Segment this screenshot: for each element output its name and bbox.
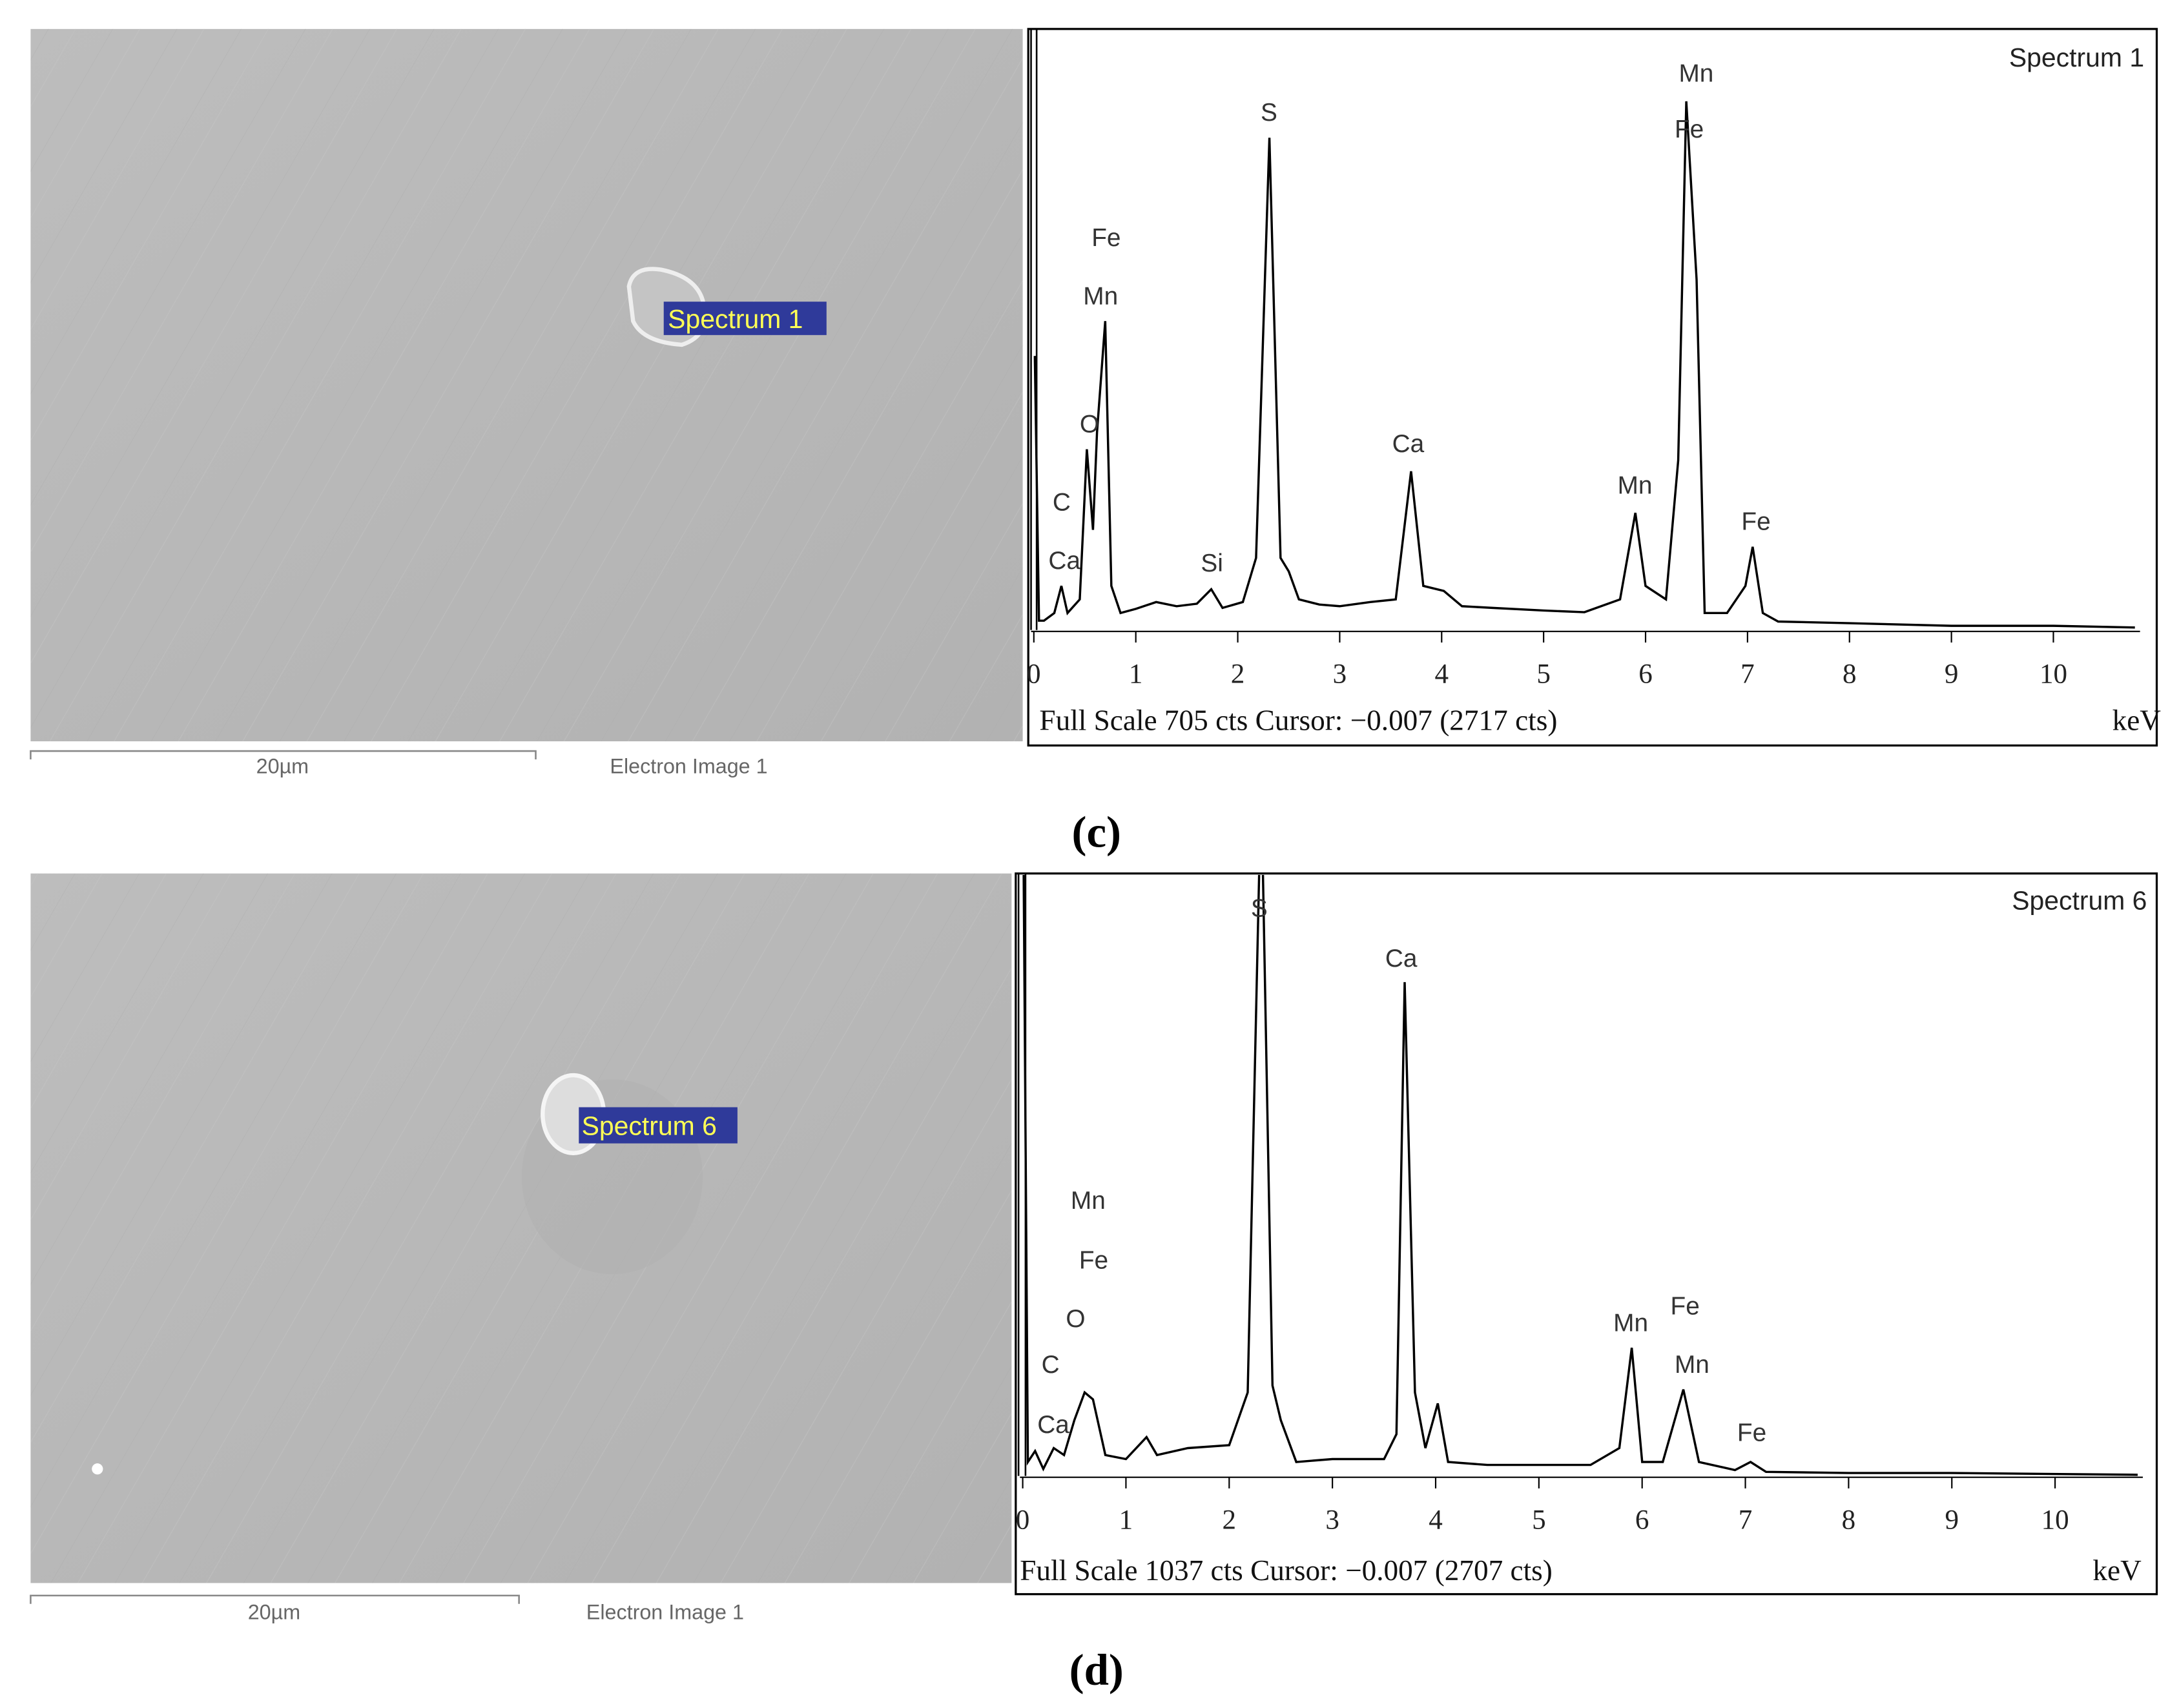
spectrum-title: Spectrum 6 xyxy=(2012,886,2147,916)
peak-label: Mn xyxy=(1678,60,1713,88)
spectrum-line xyxy=(1033,101,2135,629)
x-tick-label: 0 xyxy=(1027,659,1041,689)
x-tick-label: 9 xyxy=(1945,1505,1959,1535)
peak-label: Mn xyxy=(1618,471,1653,499)
scale-label: 20µm xyxy=(248,1600,300,1623)
x-tick-label: 3 xyxy=(1325,1505,1339,1535)
x-axis-unit: keV xyxy=(2112,705,2162,737)
caption: (d) xyxy=(1069,1645,1124,1694)
image-title: Electron Image 1 xyxy=(610,755,767,778)
peak-label: Mn xyxy=(1613,1310,1648,1337)
spectrum-frame xyxy=(1027,28,2158,747)
spectrum-title: Spectrum 1 xyxy=(2009,43,2144,72)
x-tick-label: 1 xyxy=(1119,1505,1133,1535)
sem-image-d: Spectrum 6 20µm Electron Image 1 xyxy=(30,873,1012,1623)
spectrum-footer: Full Scale 1037 cts Cursor: −0.007 (2707… xyxy=(1020,1554,1553,1587)
peak-label: Ca xyxy=(1385,945,1418,972)
scale-label: 20µm xyxy=(256,755,309,778)
x-tick-label: 6 xyxy=(1638,659,1653,689)
scale-bar xyxy=(30,1594,520,1604)
scale-bar xyxy=(30,750,537,759)
peak-label: C xyxy=(1053,488,1071,516)
x-tick-label: 7 xyxy=(1739,1505,1753,1535)
x-tick-label: 5 xyxy=(1532,1505,1546,1535)
spot-label: Spectrum 6 xyxy=(582,1111,717,1141)
spectrum-frame xyxy=(1015,872,2158,1596)
peak-label: Fe xyxy=(1079,1247,1108,1275)
spectrum-footer: Full Scale 705 cts Cursor: −0.007 (2717 … xyxy=(1039,705,1557,737)
x-tick-label: 2 xyxy=(1223,1505,1237,1535)
image-title: Electron Image 1 xyxy=(586,1600,744,1623)
caption: (c) xyxy=(1072,808,1122,857)
x-tick-label: 1 xyxy=(1129,659,1143,689)
peak-label: S xyxy=(1261,99,1277,127)
peak-label: Ca xyxy=(1037,1411,1069,1439)
peak-label: Ca xyxy=(1392,430,1425,458)
peak-label: Fe xyxy=(1741,508,1770,535)
spot-label: Spectrum 1 xyxy=(668,304,803,334)
peak-label: Fe xyxy=(1737,1419,1766,1447)
speck xyxy=(92,1463,103,1475)
peak-label: Fe xyxy=(1675,116,1704,143)
peak-label: Mn xyxy=(1071,1187,1106,1215)
x-tick-label: 8 xyxy=(1842,1505,1856,1535)
x-axis-unit: keV xyxy=(2092,1554,2142,1587)
texture xyxy=(30,873,1012,1583)
peak-label: O xyxy=(1066,1305,1085,1333)
peak-label: S xyxy=(1251,894,1268,922)
x-tick-label: 0 xyxy=(1016,1505,1030,1535)
x-tick-label: 2 xyxy=(1231,659,1245,689)
x-tick-label: 7 xyxy=(1740,659,1755,689)
sem-image-c: Spectrum 1 20µm Electron Image 1 xyxy=(30,28,1023,778)
x-tick-label: 4 xyxy=(1429,1505,1443,1535)
x-tick-label: 8 xyxy=(1843,659,1857,689)
x-tick-label: 10 xyxy=(2041,1505,2069,1535)
x-tick-label: 3 xyxy=(1333,659,1347,689)
spectrum-line xyxy=(1022,874,2138,1476)
peak-label: Fe xyxy=(1671,1293,1700,1321)
x-tick-label: 4 xyxy=(1435,659,1449,689)
x-tick-label: 5 xyxy=(1536,659,1551,689)
spot-label-box xyxy=(663,302,827,335)
spot-label-box xyxy=(579,1107,738,1144)
peak-label: Fe xyxy=(1091,224,1120,252)
peak-label: O xyxy=(1080,411,1099,438)
peak-label: C xyxy=(1042,1351,1060,1379)
peak-label: Mn xyxy=(1083,282,1118,310)
x-tick-label: 9 xyxy=(1945,659,1959,689)
peak-label: Mn xyxy=(1675,1351,1709,1379)
peak-label: Si xyxy=(1201,550,1223,577)
texture xyxy=(30,28,1023,741)
peak-label: Ca xyxy=(1048,547,1080,575)
x-tick-label: 6 xyxy=(1635,1505,1649,1535)
x-tick-label: 10 xyxy=(2040,659,2067,689)
